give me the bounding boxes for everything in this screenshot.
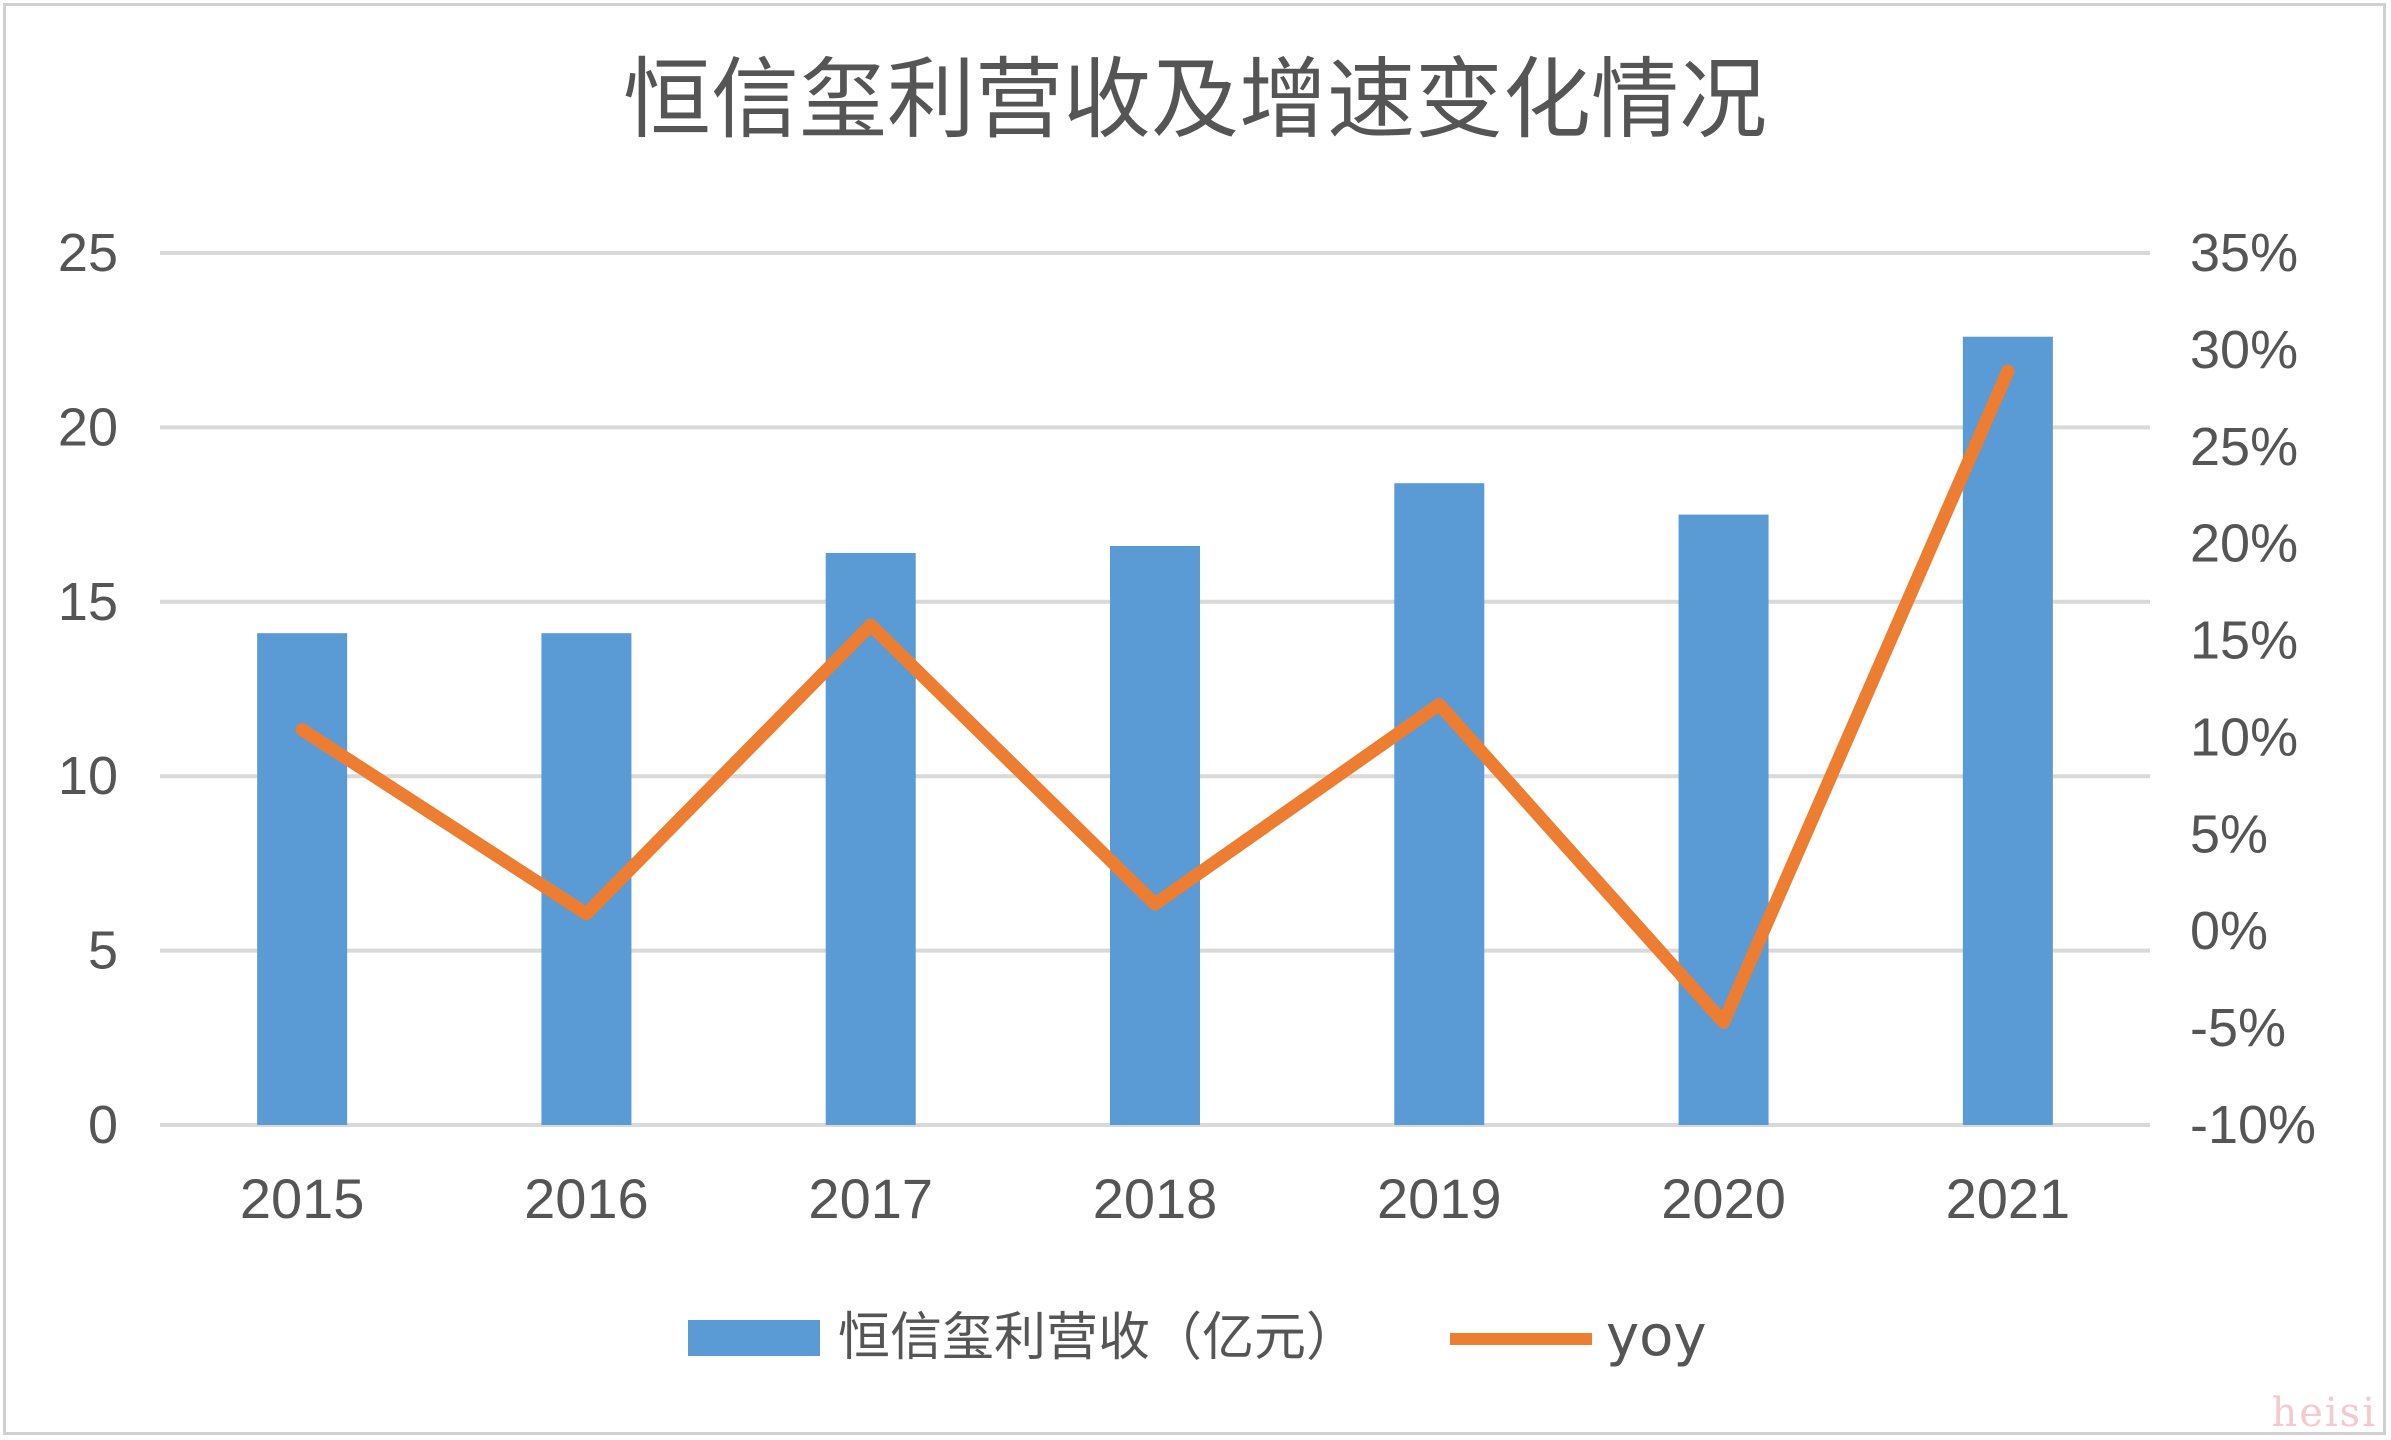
right-axis-tick-label: 35% <box>2190 223 2298 283</box>
bar <box>1394 483 1485 1125</box>
yoy-point <box>1722 1021 1725 1024</box>
left-axis-tick-label: 15 <box>58 572 118 632</box>
x-axis-tick-label: 2021 <box>1946 1167 2071 1230</box>
bar <box>1110 545 1200 1125</box>
left-axis-tick-label: 5 <box>88 921 118 981</box>
bar <box>1962 336 2053 1125</box>
yoy-point <box>2006 370 2009 373</box>
x-axis-tick-label: 2017 <box>808 1167 933 1230</box>
left-axis-tick-label: 0 <box>88 1095 118 1155</box>
x-axis-tick-label: 2015 <box>240 1167 365 1230</box>
x-axis-tick-label: 2018 <box>1093 1167 1218 1230</box>
x-axis-tick-label: 2020 <box>1661 1167 1786 1230</box>
legend-bar-label: 恒信玺利营收（亿元） <box>838 1308 1358 1368</box>
right-axis-tick-label: 25% <box>2190 417 2298 477</box>
right-axis-tick-label: 15% <box>2190 611 2298 671</box>
x-axis-ticks: 2015 2016 2017 2018 2019 2020 2021 <box>240 1167 2070 1230</box>
yoy-point <box>869 624 872 627</box>
right-axis-tick-label: -5% <box>2190 998 2286 1058</box>
right-axis-tick-label: 20% <box>2190 514 2298 574</box>
gridlines <box>160 251 2150 1127</box>
right-axis-tick-label: 0% <box>2190 901 2268 961</box>
watermark-text: heisi <box>2271 1390 2377 1436</box>
line-series <box>295 364 2015 1029</box>
left-axis-tick-label: 20 <box>58 397 118 457</box>
legend-bar-swatch <box>688 1320 820 1356</box>
yoy-point <box>585 912 588 915</box>
left-axis-ticks: 0 5 10 15 20 25 <box>58 223 118 1155</box>
right-axis-tick-label: 5% <box>2190 804 2268 864</box>
legend-line-label: yoy <box>1606 1304 1707 1369</box>
left-axis-tick-label: 10 <box>58 746 118 806</box>
bar <box>1678 514 1769 1125</box>
bar <box>825 552 916 1125</box>
x-axis-tick-label: 2019 <box>1377 1167 1502 1230</box>
bar-series <box>257 336 2053 1125</box>
right-axis-tick-label: 10% <box>2190 707 2298 767</box>
bar <box>257 633 348 1125</box>
yoy-point <box>1438 703 1441 706</box>
x-axis-tick-label: 2016 <box>524 1167 649 1230</box>
yoy-point <box>301 728 304 731</box>
right-axis-ticks: -10% -5% 0% 5% 10% 15% 20% 25% 30% 35% <box>2190 223 2316 1155</box>
left-axis-tick-label: 25 <box>58 223 118 283</box>
right-axis-tick-label: 30% <box>2190 320 2298 380</box>
yoy-point <box>1154 903 1156 906</box>
right-axis-tick-label: -10% <box>2190 1095 2316 1155</box>
chart-title: 恒信玺利营收及增速变化情况 <box>623 48 1767 151</box>
legend: 恒信玺利营收（亿元） yoy <box>688 1304 1707 1369</box>
